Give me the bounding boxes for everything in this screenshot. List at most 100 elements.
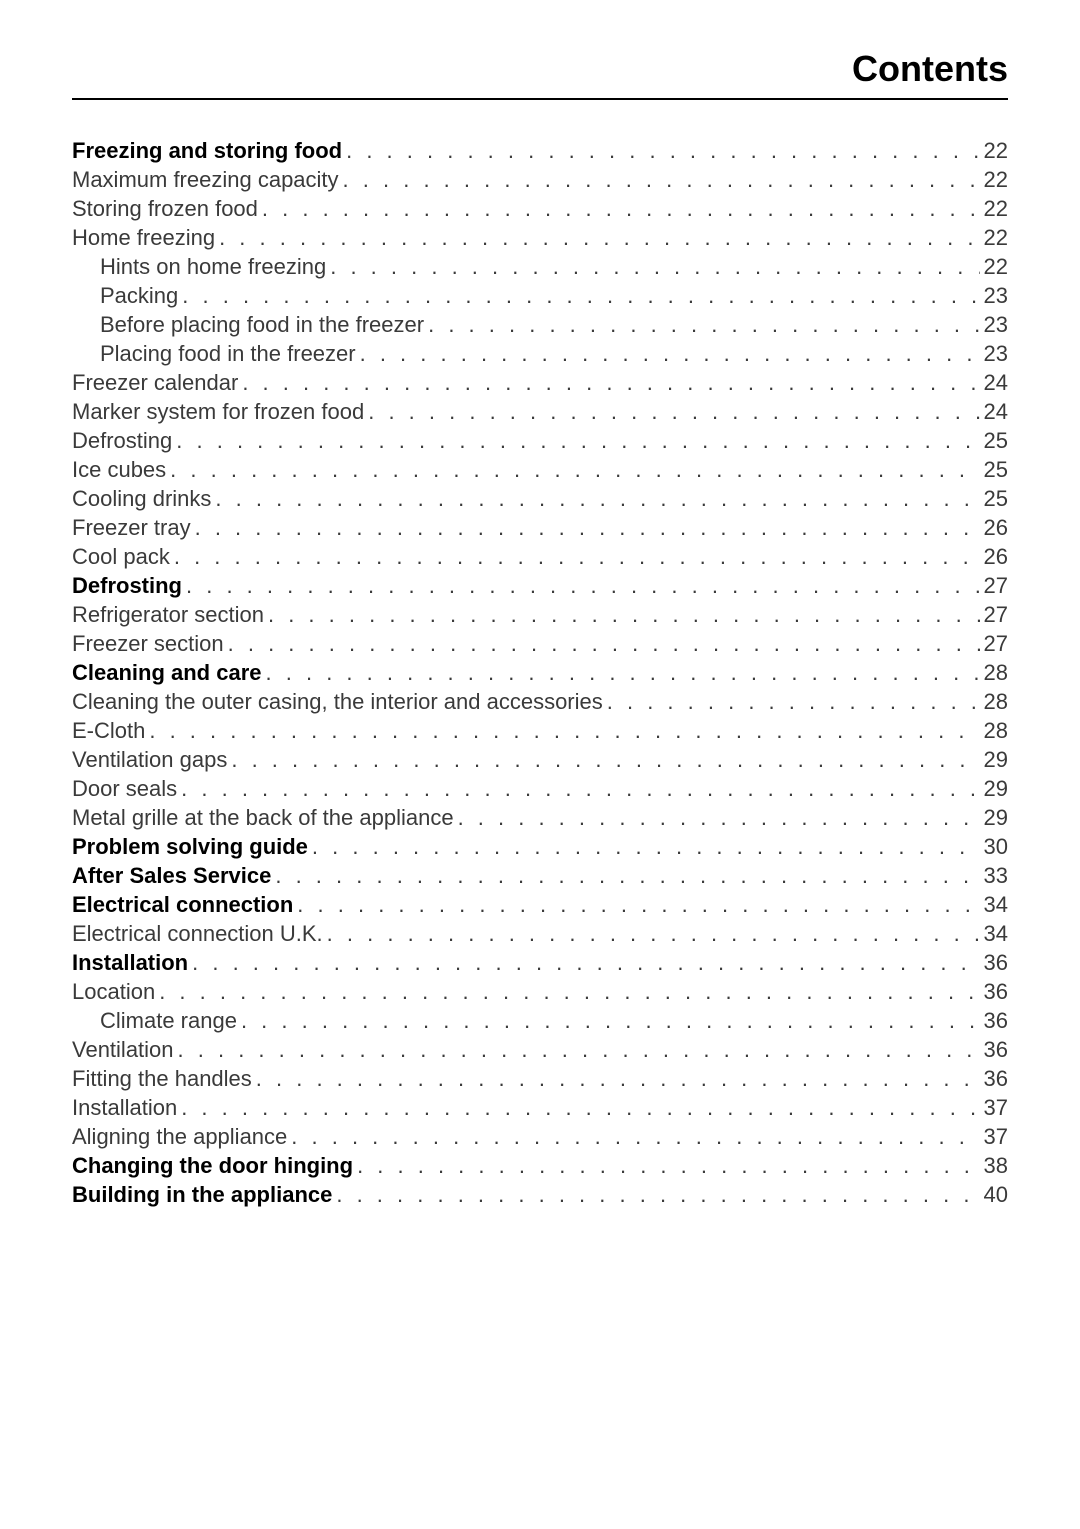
toc-entry: Fitting the handles36: [72, 1068, 1008, 1090]
toc-entry: Building in the appliance40: [72, 1184, 1008, 1206]
toc-entry-label: Placing food in the freezer: [72, 343, 356, 365]
toc-entry: Problem solving guide30: [72, 836, 1008, 858]
toc-entry-page: 36: [980, 1010, 1008, 1032]
toc-entry: Storing frozen food 22: [72, 198, 1008, 220]
toc-entry-label: After Sales Service: [72, 865, 271, 887]
toc-entry-label: Before placing food in the freezer: [72, 314, 424, 336]
toc-entry: Freezer section 27: [72, 633, 1008, 655]
table-of-contents: Freezing and storing food22 Maximum freez…: [72, 140, 1008, 1206]
toc-entry-page: 23: [980, 314, 1008, 336]
toc-entry: Climate range 36: [72, 1010, 1008, 1032]
toc-entry-page: 24: [980, 401, 1008, 423]
toc-entry: Metal grille at the back of the applianc…: [72, 807, 1008, 829]
toc-entry-label: Freezer tray: [72, 517, 191, 539]
toc-entry-label: Maximum freezing capacity: [72, 169, 339, 191]
toc-dot-leader: [166, 459, 979, 481]
toc-dot-leader: [237, 1010, 980, 1032]
toc-entry-page: 27: [980, 604, 1008, 626]
toc-entry-label: Cleaning the outer casing, the interior …: [72, 691, 603, 713]
toc-entry-page: 25: [980, 459, 1008, 481]
toc-entry-page: 22: [980, 198, 1008, 220]
toc-entry-label: Refrigerator section: [72, 604, 264, 626]
toc-entry-label: Freezer section: [72, 633, 224, 655]
toc-entry-page: 25: [980, 430, 1008, 452]
toc-entry-label: Cooling drinks: [72, 488, 211, 510]
toc-dot-leader: [182, 575, 980, 597]
toc-entry: Aligning the appliance37: [72, 1126, 1008, 1148]
toc-entry: Before placing food in the freezer 23: [72, 314, 1008, 336]
toc-dot-leader: [353, 1155, 979, 1177]
toc-dot-leader: [174, 1039, 980, 1061]
toc-dot-leader: [264, 604, 980, 626]
toc-entry-label: Marker system for frozen food: [72, 401, 364, 423]
toc-entry: Ice cubes25: [72, 459, 1008, 481]
toc-entry-page: 22: [980, 227, 1008, 249]
toc-dot-leader: [342, 140, 979, 162]
toc-entry-label: Freezer calendar: [72, 372, 238, 394]
toc-entry-label: Changing the door hinging: [72, 1155, 353, 1177]
page-title: Contents: [852, 48, 1008, 89]
toc-entry-label: Defrosting: [72, 575, 182, 597]
toc-dot-leader: [172, 430, 979, 452]
toc-entry-label: Ventilation: [72, 1039, 174, 1061]
toc-dot-leader: [332, 1184, 979, 1206]
toc-entry-page: 23: [980, 285, 1008, 307]
toc-entry-label: Ventilation gaps: [72, 749, 227, 771]
toc-entry-page: 28: [980, 720, 1008, 742]
toc-entry-page: 38: [980, 1155, 1008, 1177]
toc-dot-leader: [287, 1126, 979, 1148]
toc-entry-label: Climate range: [72, 1010, 237, 1032]
toc-dot-leader: [326, 256, 979, 278]
toc-entry: Hints on home freezing22: [72, 256, 1008, 278]
toc-entry-page: 25: [980, 488, 1008, 510]
toc-entry: Installation 37: [72, 1097, 1008, 1119]
toc-entry: Electrical connection34: [72, 894, 1008, 916]
toc-entry: Freezing and storing food22: [72, 140, 1008, 162]
toc-entry-page: 22: [980, 256, 1008, 278]
toc-entry: Location36: [72, 981, 1008, 1003]
toc-entry: Cleaning the outer casing, the interior …: [72, 691, 1008, 713]
toc-dot-leader: [258, 198, 980, 220]
toc-entry-page: 37: [980, 1097, 1008, 1119]
toc-entry-page: 36: [980, 981, 1008, 1003]
toc-entry-page: 26: [980, 517, 1008, 539]
toc-entry-label: Installation: [72, 1097, 177, 1119]
toc-entry-label: Storing frozen food: [72, 198, 258, 220]
toc-dot-leader: [308, 836, 980, 858]
toc-entry-page: 24: [980, 372, 1008, 394]
toc-entry: Electrical connection U.K.34: [72, 923, 1008, 945]
toc-dot-leader: [271, 865, 979, 887]
toc-entry-page: 29: [980, 749, 1008, 771]
toc-entry-page: 23: [980, 343, 1008, 365]
toc-entry: Maximum freezing capacity22: [72, 169, 1008, 191]
toc-dot-leader: [170, 546, 980, 568]
toc-entry: Installation36: [72, 952, 1008, 974]
toc-entry-page: 30: [980, 836, 1008, 858]
toc-dot-leader: [252, 1068, 980, 1090]
toc-entry: Ventilation 36: [72, 1039, 1008, 1061]
header-rule: [72, 98, 1008, 100]
toc-entry: Cool pack 26: [72, 546, 1008, 568]
toc-entry: Cooling drinks 25: [72, 488, 1008, 510]
toc-dot-leader: [356, 343, 980, 365]
toc-entry-label: Cool pack: [72, 546, 170, 568]
toc-entry: Changing the door hinging 38: [72, 1155, 1008, 1177]
toc-dot-leader: [177, 778, 979, 800]
page-header: Contents: [72, 48, 1008, 90]
toc-entry-label: Electrical connection: [72, 894, 293, 916]
toc-entry-page: 37: [980, 1126, 1008, 1148]
toc-entry-page: 29: [980, 807, 1008, 829]
toc-dot-leader: [188, 952, 979, 974]
toc-entry-label: E-Cloth: [72, 720, 145, 742]
toc-entry-page: 27: [980, 633, 1008, 655]
toc-entry-page: 40: [980, 1184, 1008, 1206]
toc-entry: After Sales Service33: [72, 865, 1008, 887]
toc-dot-leader: [215, 227, 979, 249]
toc-entry: Cleaning and care28: [72, 662, 1008, 684]
toc-entry-page: 29: [980, 778, 1008, 800]
toc-entry-label: Defrosting: [72, 430, 172, 452]
toc-entry: Freezer tray 26: [72, 517, 1008, 539]
toc-entry-page: 36: [980, 1039, 1008, 1061]
toc-entry: Marker system for frozen food 24: [72, 401, 1008, 423]
toc-entry-page: 26: [980, 546, 1008, 568]
